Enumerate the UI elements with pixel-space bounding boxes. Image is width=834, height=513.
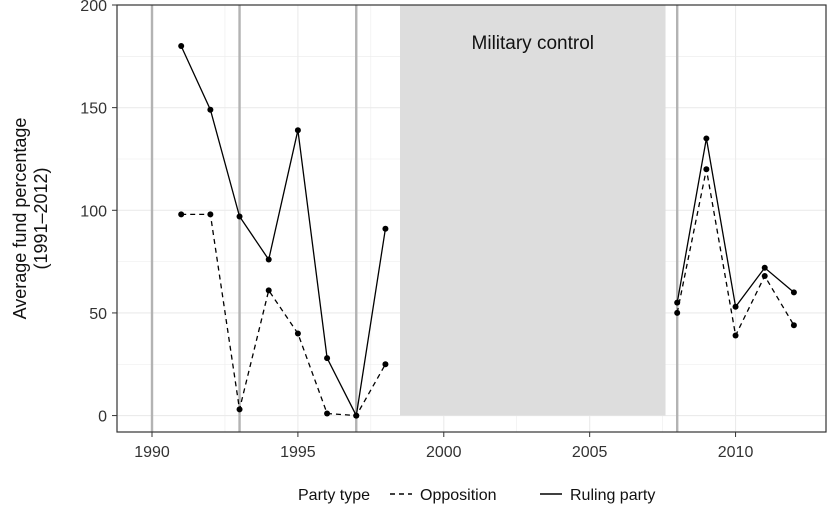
opposition-point bbox=[178, 211, 185, 218]
military-control-region bbox=[400, 5, 666, 416]
x-tick-label: 2005 bbox=[572, 444, 608, 461]
x-tick-label: 1995 bbox=[280, 444, 316, 461]
legend-label-opposition: Opposition bbox=[420, 487, 497, 504]
ruling-party-point bbox=[674, 299, 681, 306]
panel-border bbox=[116, 4, 827, 433]
opposition-point bbox=[265, 287, 272, 294]
y-tick-label: 100 bbox=[80, 203, 107, 220]
ruling-party-line bbox=[180, 45, 387, 418]
ruling-party-point bbox=[265, 256, 272, 263]
y-tick-label: 50 bbox=[89, 306, 107, 323]
opposition-point bbox=[732, 332, 739, 339]
opposition-point bbox=[236, 406, 243, 413]
y-tick-label: 150 bbox=[80, 101, 107, 118]
series-ruling-party bbox=[178, 43, 797, 419]
ruling-party-point bbox=[761, 264, 768, 271]
opposition-point bbox=[382, 361, 389, 368]
ruling-party-point bbox=[236, 213, 243, 220]
y-tick-label: 200 bbox=[80, 0, 107, 15]
ruling-party-point bbox=[382, 225, 389, 232]
ruling-party-point bbox=[294, 127, 301, 134]
y-tick-label: 0 bbox=[98, 409, 107, 426]
ruling-party-point bbox=[178, 43, 185, 50]
opposition-point bbox=[790, 322, 797, 329]
series-opposition bbox=[178, 166, 797, 419]
y-axis-subtitle: (1991–2012) bbox=[31, 167, 51, 269]
opposition-line bbox=[181, 213, 386, 417]
x-tick-label: 2010 bbox=[718, 444, 754, 461]
legend-label-ruling-party: Ruling party bbox=[570, 487, 655, 504]
series-layer bbox=[178, 43, 797, 419]
ruling-party-point bbox=[353, 412, 360, 419]
y-axis: 0 50 100 150 200 bbox=[80, 0, 117, 426]
x-axis: 1990 1995 2000 2005 2010 bbox=[134, 432, 753, 461]
x-tick-label: 1990 bbox=[134, 444, 170, 461]
y-axis-title: Average fund percentage bbox=[10, 118, 30, 320]
opposition-point bbox=[761, 272, 768, 279]
opposition-point bbox=[703, 166, 710, 173]
ruling-party-point bbox=[324, 355, 331, 362]
legend-items: Opposition Ruling party bbox=[390, 487, 655, 504]
ruling-party-point bbox=[703, 135, 710, 142]
ruling-party-point bbox=[732, 303, 739, 310]
legend-title: Party type bbox=[298, 487, 370, 504]
ruling-party-point bbox=[790, 289, 797, 296]
opposition-point bbox=[207, 211, 214, 218]
x-tick-label: 2000 bbox=[426, 444, 462, 461]
opposition-point bbox=[294, 330, 301, 337]
opposition-point bbox=[674, 309, 681, 316]
legend: Party type Opposition Ruling party bbox=[298, 487, 655, 504]
opposition-point bbox=[324, 410, 331, 417]
military-control-label: Military control bbox=[472, 33, 594, 54]
ruling-party-point bbox=[207, 106, 214, 113]
